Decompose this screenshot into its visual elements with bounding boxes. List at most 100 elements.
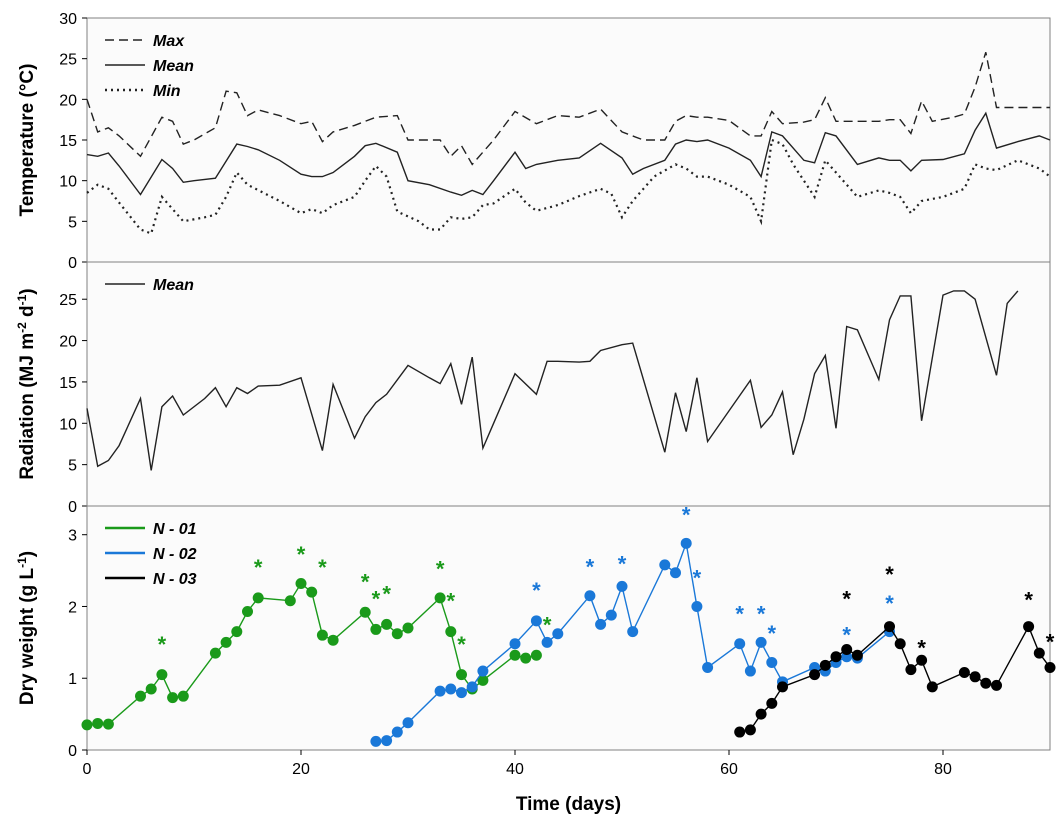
significance-star: * [1024, 587, 1033, 612]
data-point [894, 638, 906, 650]
y-tick-label: 2 [68, 599, 77, 616]
y-tick-label: 10 [59, 174, 77, 191]
data-point [156, 669, 168, 681]
y-tick-label: 25 [59, 292, 77, 309]
data-point [530, 615, 542, 627]
significance-star: * [158, 632, 167, 657]
data-point [766, 656, 778, 668]
data-point [830, 651, 842, 663]
y-tick-label: 3 [68, 528, 77, 545]
x-tick-label: 60 [720, 761, 738, 778]
legend-label: N - 01 [153, 521, 197, 538]
data-point [530, 649, 542, 661]
y-axis-label-part: -1 [15, 557, 29, 568]
data-point [605, 609, 617, 621]
significance-star: * [842, 587, 851, 612]
significance-star: * [532, 578, 541, 603]
significance-star: * [586, 554, 595, 579]
data-point [552, 628, 564, 640]
data-point [92, 717, 104, 729]
legend-label: Mean [153, 58, 194, 75]
series-line-max [86, 51, 1050, 166]
data-point [370, 623, 382, 635]
data-point [102, 718, 114, 730]
data-point [616, 580, 628, 592]
x-tick-label: 0 [83, 761, 92, 778]
y-tick-label: 10 [59, 416, 77, 433]
data-point [969, 671, 981, 683]
series-line-min [86, 138, 1051, 235]
y-axis-label-part: Radiation (MJ m [17, 333, 38, 480]
y-tick-label: 0 [68, 255, 77, 272]
y-tick-label: 15 [59, 133, 77, 150]
series-line-mean [86, 111, 1051, 197]
data-point [327, 634, 339, 646]
y-tick-label: 15 [59, 375, 77, 392]
data-point [841, 644, 853, 656]
data-point [477, 665, 489, 677]
data-point [766, 697, 778, 709]
data-point [445, 626, 457, 638]
data-point [220, 636, 232, 648]
data-point [402, 622, 414, 634]
data-point [884, 621, 895, 633]
data-point [509, 649, 521, 661]
data-point [680, 537, 692, 549]
significance-star: * [885, 591, 894, 616]
data-point [477, 674, 489, 686]
data-point [456, 669, 467, 681]
significance-star: * [735, 602, 744, 627]
y-tick-label: 20 [59, 92, 77, 109]
data-point [370, 735, 382, 747]
data-point [777, 681, 788, 693]
data-point [177, 690, 189, 702]
data-point [252, 592, 264, 604]
data-point [809, 669, 821, 681]
data-point [295, 578, 307, 590]
data-point [627, 626, 639, 638]
y-tick-label: 25 [59, 52, 77, 69]
significance-star: * [682, 503, 691, 528]
data-point [702, 661, 714, 673]
data-point [145, 683, 157, 695]
plot-area [86, 505, 1051, 751]
y-tick-label: 0 [68, 743, 77, 760]
data-point [359, 606, 371, 618]
significance-star: * [842, 622, 851, 647]
y-tick-label: 1 [68, 671, 77, 688]
data-point [520, 652, 532, 664]
significance-star: * [757, 602, 766, 627]
y-axis-label-part: Dry weight (g L [17, 568, 38, 706]
data-point [402, 717, 414, 729]
data-point [434, 685, 446, 697]
significance-star: * [1046, 630, 1055, 655]
significance-star: * [361, 569, 370, 594]
data-point [755, 708, 767, 720]
data-point [691, 600, 703, 612]
plot-area [86, 17, 1051, 263]
significance-star: * [768, 621, 777, 646]
significance-star: * [297, 542, 306, 567]
significance-star: * [618, 551, 627, 576]
y-tick-label: 20 [59, 334, 77, 351]
data-point [231, 626, 243, 638]
data-point [445, 683, 457, 695]
data-point [135, 690, 146, 702]
significance-star: * [318, 555, 327, 580]
legend-label: N - 03 [153, 571, 197, 588]
data-point [755, 636, 767, 648]
data-point [391, 628, 403, 640]
data-point [916, 654, 928, 666]
panel-1: 0 5 10 15 20 25 30 Temperature (°C) Max Mean Min [17, 11, 1051, 272]
legend-label: N - 02 [153, 546, 197, 563]
data-point [905, 664, 917, 676]
data-point [541, 636, 553, 648]
data-point [926, 681, 938, 693]
data-point [284, 595, 296, 607]
data-point [1044, 661, 1056, 673]
data-point [595, 618, 607, 630]
data-point [819, 659, 831, 671]
y-axis-label-part: ) [17, 551, 38, 557]
y-axis-label-part: -1 [15, 294, 29, 305]
x-tick-label: 40 [506, 761, 524, 778]
